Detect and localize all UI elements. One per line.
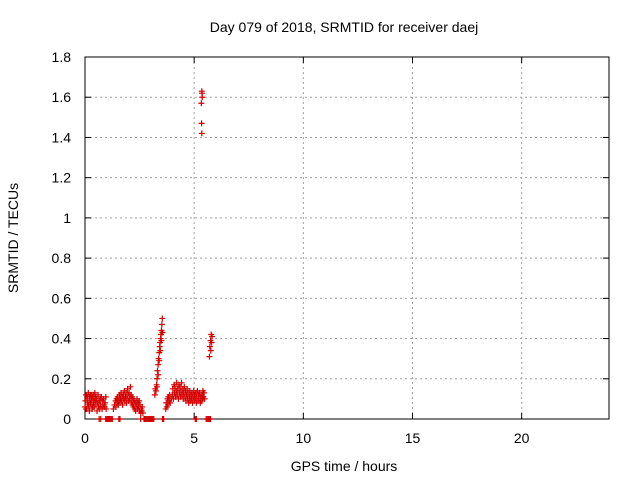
data-point — [201, 395, 208, 402]
data-point — [178, 379, 185, 386]
axis-ticks — [84, 56, 609, 420]
data-point — [198, 100, 205, 107]
data-point — [159, 315, 166, 322]
data-point — [139, 403, 146, 410]
y-tick-label: 1.6 — [52, 89, 72, 105]
data-point — [154, 383, 161, 390]
data-point — [159, 329, 166, 336]
grid-lines — [85, 57, 609, 419]
y-tick-label: 1.2 — [52, 170, 72, 186]
data-point — [198, 120, 205, 127]
data-point — [151, 391, 158, 398]
x-tick-label: 0 — [81, 430, 89, 446]
data-point — [91, 389, 98, 396]
data-point — [209, 333, 216, 340]
y-tick-label: 0.6 — [52, 290, 72, 306]
data-point — [150, 416, 157, 422]
data-point — [160, 416, 167, 422]
chart-title: Day 079 of 2018, SRMTID for receiver dae… — [210, 19, 478, 35]
y-tick-label: 1.8 — [52, 49, 72, 65]
y-tick-label: 0.2 — [52, 371, 72, 387]
x-tick-labels: 0 5 10 15 20 — [81, 430, 530, 446]
data-point — [97, 416, 104, 422]
data-point — [84, 393, 91, 400]
data-point — [116, 416, 123, 422]
data-point — [119, 401, 126, 408]
data-point — [109, 416, 116, 422]
data-point — [206, 353, 213, 360]
data-point — [158, 321, 165, 328]
data-point — [154, 367, 161, 374]
data-point — [95, 391, 102, 398]
y-tick-labels: 0 0.2 0.4 0.6 0.8 1 1.2 1.4 1.6 1.8 — [52, 49, 72, 427]
data-point — [136, 397, 143, 404]
data-point — [92, 395, 99, 402]
data-point — [193, 416, 200, 422]
y-tick-label: 0 — [63, 411, 71, 427]
data-point — [88, 391, 95, 398]
data-point — [167, 399, 174, 406]
data-point — [139, 409, 146, 416]
data-point — [154, 375, 161, 382]
data-points — [82, 88, 216, 422]
y-tick-label: 0.4 — [52, 331, 72, 347]
plot-frame — [84, 56, 610, 420]
data-point — [155, 361, 162, 368]
data-point — [158, 337, 165, 344]
data-point — [102, 399, 109, 406]
data-point — [206, 343, 213, 350]
data-point — [89, 403, 96, 410]
y-tick-label: 0.8 — [52, 250, 72, 266]
data-point — [207, 416, 214, 422]
data-point — [83, 405, 90, 412]
data-point — [198, 130, 205, 137]
data-point — [200, 389, 207, 396]
data-point — [86, 407, 93, 414]
data-point — [157, 347, 164, 354]
data-point — [103, 405, 110, 412]
x-tick-label: 20 — [514, 430, 530, 446]
data-point — [155, 371, 162, 378]
data-point — [207, 347, 214, 354]
y-tick-label: 1.4 — [52, 129, 72, 145]
data-point — [152, 387, 159, 394]
x-tick-label: 5 — [190, 430, 198, 446]
x-tick-label: 10 — [296, 430, 312, 446]
x-tick-label: 15 — [405, 430, 421, 446]
data-point — [102, 393, 109, 400]
data-point — [199, 90, 206, 97]
data-point — [208, 339, 215, 346]
data-point — [156, 357, 163, 364]
y-axis-label: SRMTID / TECUs — [5, 183, 21, 293]
data-point — [87, 399, 94, 406]
data-point — [127, 383, 134, 390]
x-axis-label: GPS time / hours — [291, 458, 398, 474]
y-tick-label: 1 — [63, 210, 71, 226]
